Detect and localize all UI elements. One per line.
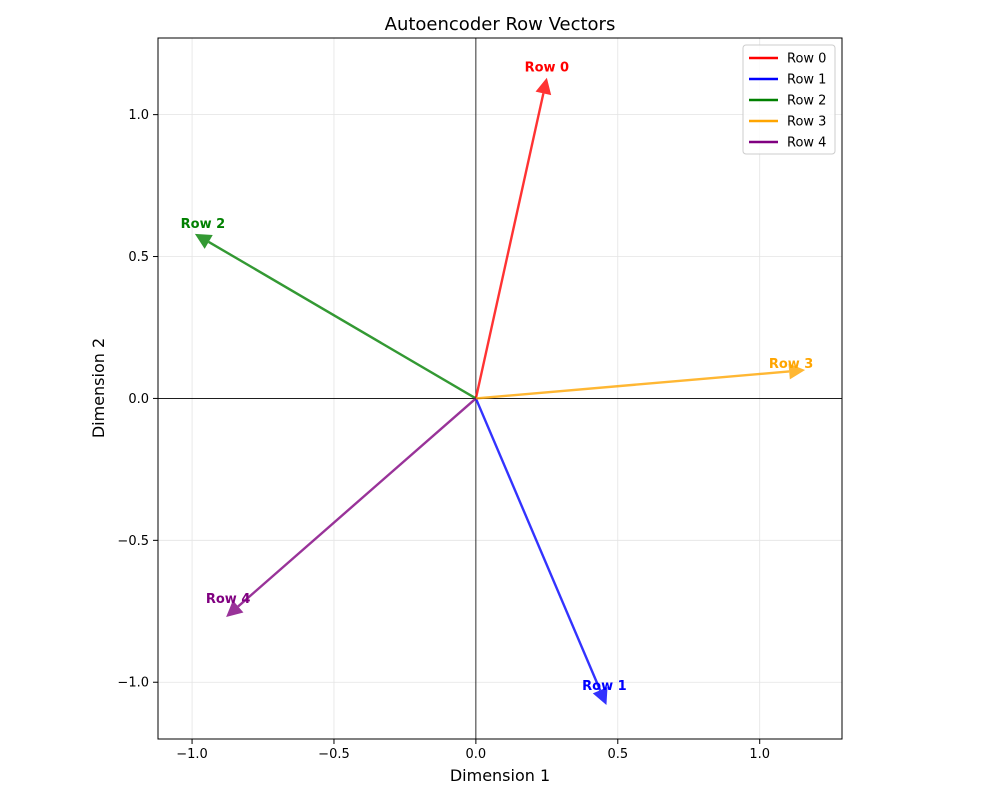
vector-shaft	[474, 93, 545, 399]
vector-shaft	[237, 397, 477, 608]
vector-label: Row 4	[206, 592, 251, 607]
y-tick-label: −0.5	[117, 534, 149, 549]
chart-title: Autoencoder Row Vectors	[385, 14, 616, 35]
vector-shaft	[475, 370, 790, 400]
y-tick-label: −1.0	[117, 676, 149, 691]
vector-head	[226, 600, 244, 617]
y-tick-label: 1.0	[128, 108, 149, 123]
vector-shaft	[474, 397, 602, 691]
x-tick-label: 0.5	[607, 747, 628, 762]
legend-entry: Row 0	[787, 52, 826, 67]
vector-label: Row 1	[582, 679, 627, 694]
x-axis-label: Dimension 1	[450, 766, 550, 785]
y-tick-label: 0.5	[128, 250, 149, 265]
x-tick-label: 1.0	[749, 747, 770, 762]
vector-shaft	[208, 240, 477, 400]
legend-entry: Row 4	[787, 136, 826, 151]
y-axis-label: Dimension 2	[89, 338, 108, 438]
legend-entry: Row 3	[787, 115, 826, 130]
y-tick-label: 0.0	[128, 392, 149, 407]
x-tick-label: −1.0	[176, 747, 208, 762]
vector-head	[194, 233, 213, 249]
vector-head	[535, 77, 552, 96]
vector-label: Row 3	[769, 357, 814, 372]
vector-head	[788, 363, 806, 380]
x-tick-label: −0.5	[318, 747, 350, 762]
plot-frame	[157, 37, 843, 740]
legend-entry: Row 2	[787, 94, 826, 109]
legend-box	[742, 44, 836, 155]
vector-head	[592, 687, 608, 705]
legend-entry: Row 1	[787, 73, 826, 88]
vector-label: Row 2	[181, 217, 226, 232]
vector-label: Row 0	[525, 61, 570, 76]
x-tick-label: 0.0	[466, 747, 487, 762]
